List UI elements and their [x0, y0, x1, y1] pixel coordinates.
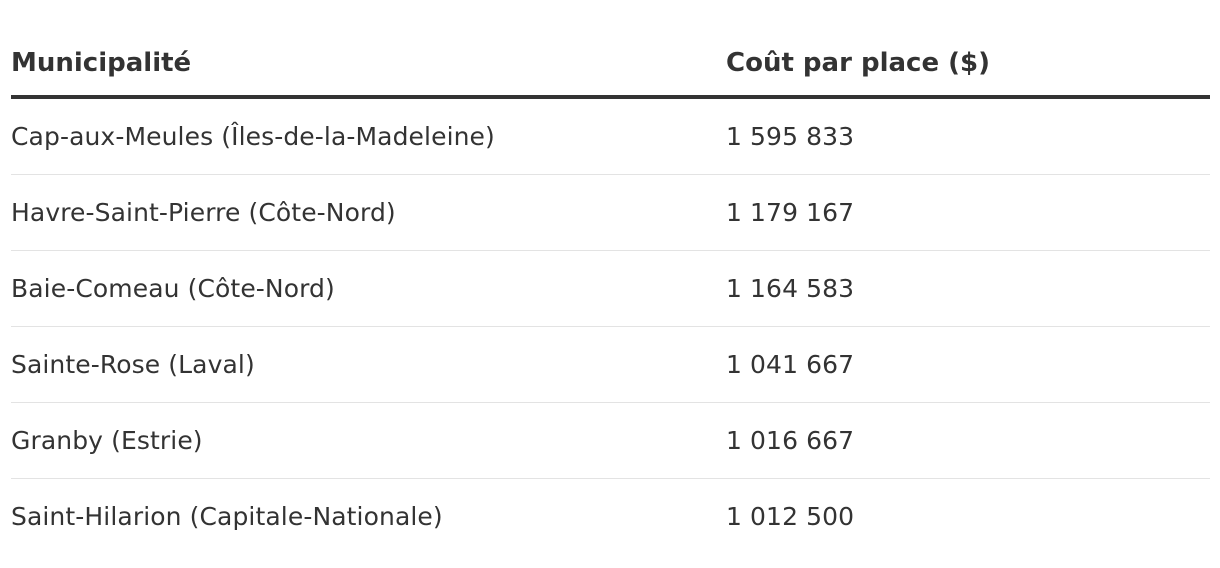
cell-municipality: Cap-aux-Meules (Îles-de-la-Madeleine)	[11, 121, 495, 151]
table-row: Baie-Comeau (Côte-Nord) 1 164 583	[11, 251, 1210, 327]
table-header-row: Municipalité Coût par place ($)	[11, 44, 1210, 99]
column-header-municipality[interactable]: Municipalité	[11, 48, 192, 78]
cell-cost: 1 016 667	[726, 425, 855, 455]
table-row: Granby (Estrie) 1 016 667	[11, 403, 1210, 479]
table-row: Sainte-Rose (Laval) 1 041 667	[11, 327, 1210, 403]
cell-municipality: Saint-Hilarion (Capitale-Nationale)	[11, 502, 443, 531]
cell-cost: 1 595 833	[726, 121, 855, 151]
table-row: Cap-aux-Meules (Îles-de-la-Madeleine) 1 …	[11, 99, 1210, 175]
table-row: Saint-Hilarion (Capitale-Nationale) 1 01…	[11, 479, 1210, 555]
cell-municipality: Havre-Saint-Pierre (Côte-Nord)	[11, 197, 396, 227]
column-header-cost[interactable]: Coût par place ($)	[726, 48, 990, 78]
cell-cost: 1 041 667	[726, 349, 855, 379]
cell-municipality: Baie-Comeau (Côte-Nord)	[11, 273, 335, 303]
cell-cost: 1 179 167	[726, 197, 855, 227]
cell-cost: 1 012 500	[726, 502, 855, 531]
cell-cost: 1 164 583	[726, 273, 855, 303]
cell-municipality: Granby (Estrie)	[11, 425, 203, 455]
cost-table: Municipalité Coût par place ($) Cap-aux-…	[11, 44, 1210, 555]
cell-municipality: Sainte-Rose (Laval)	[11, 349, 255, 379]
table-row: Havre-Saint-Pierre (Côte-Nord) 1 179 167	[11, 175, 1210, 251]
